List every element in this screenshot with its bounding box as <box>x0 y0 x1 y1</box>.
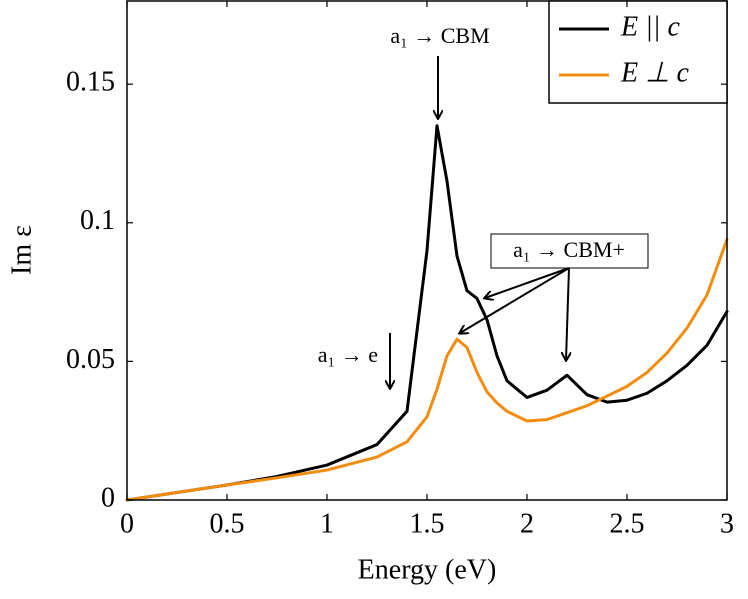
annotation: a₁ → CBM <box>390 23 489 48</box>
plot-area <box>125 124 729 502</box>
x-axis-label: Energy (eV) <box>358 554 497 585</box>
x-tick-label: 1 <box>320 508 334 539</box>
y-tick-label: 0 <box>101 482 115 513</box>
y-tick-label: 0.05 <box>66 344 115 375</box>
x-tick-label: 3 <box>720 508 734 539</box>
annotation: a₁ → e <box>318 342 378 367</box>
x-tick-label: 0 <box>120 508 134 539</box>
x-tick-label: 2 <box>520 508 534 539</box>
legend-label: E ⊥ c <box>620 57 689 88</box>
series-line <box>125 124 729 502</box>
annotation-box <box>490 233 649 269</box>
y-axis-label: Im ε <box>6 225 37 275</box>
arrow <box>460 267 570 333</box>
arrow <box>485 267 570 298</box>
legend-label: E || c <box>620 11 680 42</box>
series-line <box>125 237 729 502</box>
y-tick-label: 0.15 <box>66 67 115 98</box>
x-tick-label: 0.5 <box>210 508 245 539</box>
x-tick-label: 1.5 <box>410 508 445 539</box>
y-tick-label: 0.1 <box>80 205 115 236</box>
x-tick-label: 2.5 <box>610 508 645 539</box>
annotation: a₁ → CBM+ <box>513 237 625 262</box>
legend: E || c E ⊥ c <box>548 0 728 104</box>
arrow <box>566 267 569 360</box>
legend-box <box>548 0 728 104</box>
